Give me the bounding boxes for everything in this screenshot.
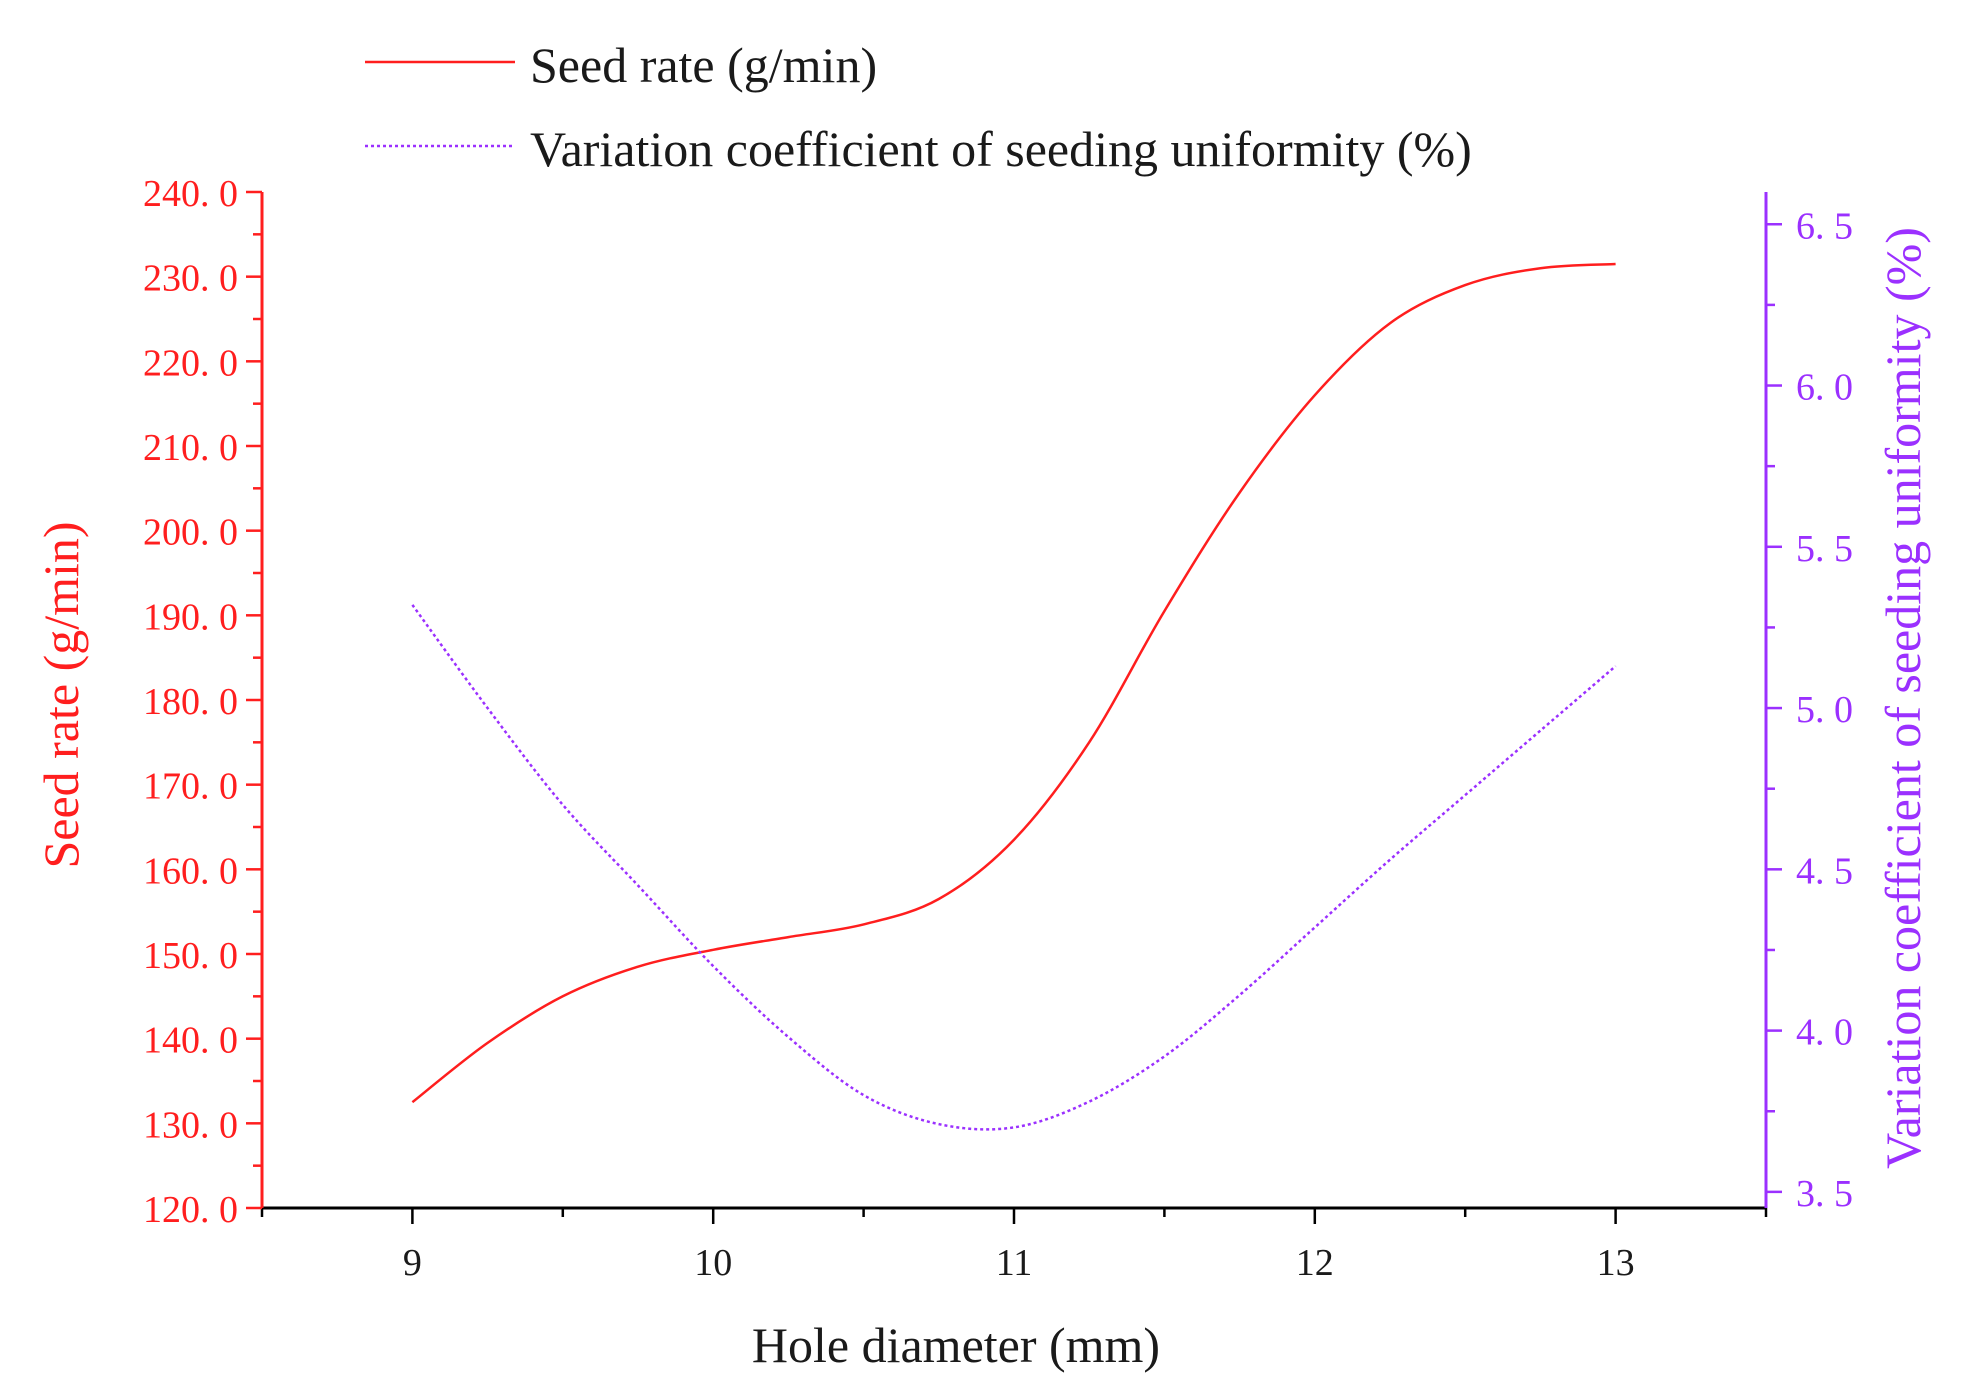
plot-series — [411, 262, 1617, 1131]
y-left-tick-label: 180. 0 — [143, 681, 238, 723]
y-axis-left-title: Seed rate (g/min) — [33, 521, 89, 868]
y-right-tick-label: 3. 5 — [1796, 1173, 1853, 1215]
y-right-tick-label: 6. 0 — [1796, 367, 1853, 409]
y-right-tick-label: 4. 5 — [1796, 850, 1853, 892]
y-right-tick-label: 5. 5 — [1796, 528, 1853, 570]
y-left-tick-label: 230. 0 — [143, 258, 238, 300]
y-axis-left: 120. 0 130. 0 140. 0 150. 0 160. 0 170. 0 180.… — [143, 173, 264, 1231]
x-tick-label: 13 — [1597, 1242, 1635, 1284]
y-right-tick-label: 4. 0 — [1796, 1012, 1853, 1054]
series-line-variation-coefficient — [411, 604, 1617, 1131]
legend-label-seed-rate: Seed rate (g/min) — [530, 37, 877, 93]
x-tick-label: 12 — [1296, 1242, 1334, 1284]
y-left-tick-label: 220. 0 — [143, 342, 238, 384]
series-line-seed-rate — [411, 262, 1616, 1104]
y-left-tick-label: 150. 0 — [143, 935, 238, 977]
y-left-tick-label: 210. 0 — [143, 427, 238, 469]
y-axis-right: 3. 5 4. 0 4. 5 5. 0 5. 5 6. 0 6. 5 — [1764, 192, 1853, 1215]
y-left-tick-label: 200. 0 — [143, 512, 238, 554]
legend: Seed rate (g/min) Variation coefficient … — [365, 37, 1472, 177]
y-left-tick-label: 190. 0 — [143, 596, 238, 638]
x-axis-title: Hole diameter (mm) — [752, 1317, 1160, 1373]
x-axis: 9 10 11 12 13 — [260, 1206, 1768, 1284]
y-left-tick-label: 160. 0 — [143, 850, 238, 892]
y-right-tick-label: 5. 0 — [1796, 689, 1853, 731]
x-tick-label: 9 — [403, 1242, 422, 1284]
y-left-tick-label: 240. 0 — [143, 173, 238, 215]
y-left-tick-label: 170. 0 — [143, 766, 238, 808]
x-tick-label: 11 — [996, 1242, 1033, 1284]
y-right-tick-label: 6. 5 — [1796, 205, 1853, 247]
y-left-tick-label: 130. 0 — [143, 1104, 238, 1146]
y-axis-right-title: Variation coefficient of seeding uniform… — [1875, 227, 1931, 1169]
y-left-tick-label: 120. 0 — [143, 1189, 238, 1231]
x-tick-label: 10 — [694, 1242, 732, 1284]
y-left-tick-label: 140. 0 — [143, 1020, 238, 1062]
legend-label-variation-coefficient: Variation coefficient of seeding uniform… — [530, 121, 1472, 177]
